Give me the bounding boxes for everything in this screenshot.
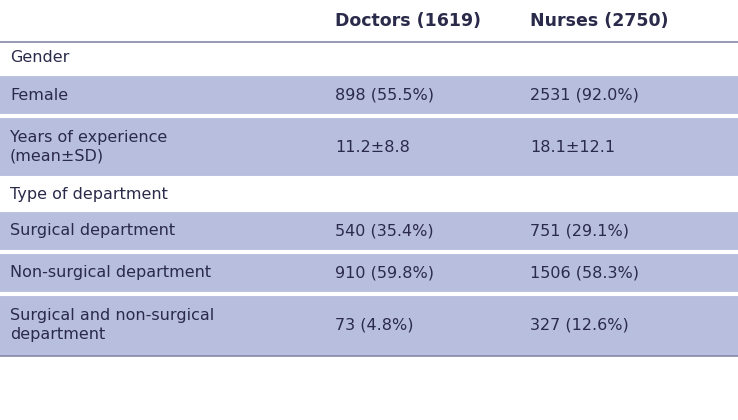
Text: 2531 (92.0%): 2531 (92.0%) <box>530 87 639 102</box>
Text: 540 (35.4%): 540 (35.4%) <box>335 223 434 239</box>
Bar <box>0 42 738 74</box>
Text: Gender: Gender <box>10 50 69 66</box>
Text: 18.1±12.1: 18.1±12.1 <box>530 139 615 155</box>
Bar <box>0 210 738 252</box>
Bar <box>0 252 738 294</box>
Bar <box>0 0 738 42</box>
Text: 1506 (58.3%): 1506 (58.3%) <box>530 265 639 281</box>
Text: Surgical department: Surgical department <box>10 223 175 239</box>
Text: Surgical and non-surgical
department: Surgical and non-surgical department <box>10 308 214 342</box>
Text: Doctors (1619): Doctors (1619) <box>335 12 481 30</box>
Text: Female: Female <box>10 87 68 102</box>
Text: 11.2±8.8: 11.2±8.8 <box>335 139 410 155</box>
Bar <box>0 116 738 178</box>
Text: Non-surgical department: Non-surgical department <box>10 265 211 281</box>
Text: Years of experience
(mean±SD): Years of experience (mean±SD) <box>10 130 168 164</box>
Text: Nurses (2750): Nurses (2750) <box>530 12 669 30</box>
Bar <box>0 294 738 356</box>
Bar <box>0 178 738 210</box>
Bar <box>0 74 738 116</box>
Text: 751 (29.1%): 751 (29.1%) <box>530 223 629 239</box>
Text: 327 (12.6%): 327 (12.6%) <box>530 318 629 333</box>
Text: 898 (55.5%): 898 (55.5%) <box>335 87 434 102</box>
Text: 910 (59.8%): 910 (59.8%) <box>335 265 434 281</box>
Text: 73 (4.8%): 73 (4.8%) <box>335 318 413 333</box>
Text: Type of department: Type of department <box>10 186 168 202</box>
